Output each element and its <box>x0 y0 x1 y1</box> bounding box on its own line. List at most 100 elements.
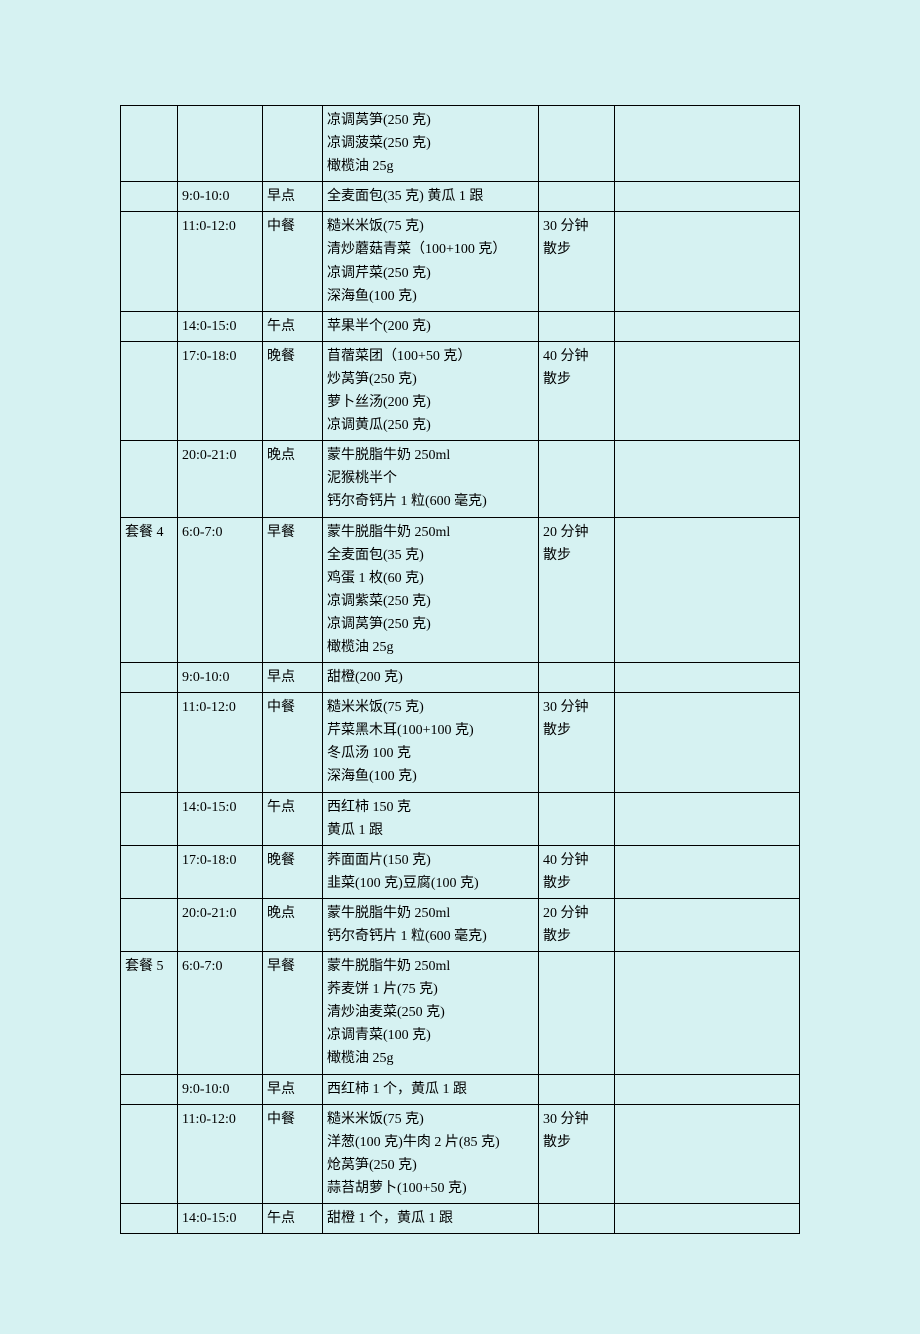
cell-activity <box>539 1074 615 1104</box>
cell-food: 西红柿 1 个，黄瓜 1 跟 <box>323 1074 539 1104</box>
cell-activity: 30 分钟散步 <box>539 693 615 792</box>
table-row: 11:0-12:0中餐糙米米饭(75 克)清炒蘑菇青菜（100+100 克）凉调… <box>121 212 800 311</box>
cell-plan <box>121 845 178 898</box>
cell-meal: 午点 <box>263 792 323 845</box>
cell-note <box>615 898 800 951</box>
table-row: 套餐 56:0-7:0早餐蒙牛脱脂牛奶 250ml荞麦饼 1 片(75 克)清炒… <box>121 952 800 1074</box>
cell-meal: 早点 <box>263 182 323 212</box>
cell-plan: 套餐 5 <box>121 952 178 1074</box>
table-row: 9:0-10:0早点西红柿 1 个，黄瓜 1 跟 <box>121 1074 800 1104</box>
cell-activity: 30 分钟散步 <box>539 212 615 311</box>
table-row: 11:0-12:0中餐糙米米饭(75 克)洋葱(100 克)牛肉 2 片(85 … <box>121 1104 800 1203</box>
cell-food: 苜蓿菜团（100+50 克）炒莴笋(250 克)萝卜丝汤(200 克)凉调黄瓜(… <box>323 341 539 440</box>
table-row: 套餐 46:0-7:0早餐蒙牛脱脂牛奶 250ml全麦面包(35 克)鸡蛋 1 … <box>121 517 800 663</box>
cell-note <box>615 845 800 898</box>
table-row: 20:0-21:0晚点蒙牛脱脂牛奶 250ml泥猴桃半个钙尔奇钙片 1 粒(60… <box>121 441 800 517</box>
table-row: 11:0-12:0中餐糙米米饭(75 克)芹菜黑木耳(100+100 克)冬瓜汤… <box>121 693 800 792</box>
cell-plan <box>121 212 178 311</box>
cell-food: 全麦面包(35 克) 黄瓜 1 跟 <box>323 182 539 212</box>
cell-note <box>615 1104 800 1203</box>
cell-time: 17:0-18:0 <box>178 845 263 898</box>
cell-food: 西红柿 150 克黄瓜 1 跟 <box>323 792 539 845</box>
cell-meal: 中餐 <box>263 693 323 792</box>
cell-activity <box>539 182 615 212</box>
cell-activity: 40 分钟散步 <box>539 845 615 898</box>
cell-note <box>615 212 800 311</box>
cell-plan <box>121 311 178 341</box>
cell-time: 6:0-7:0 <box>178 517 263 663</box>
cell-activity <box>539 792 615 845</box>
cell-food: 荞面面片(150 克)韭菜(100 克)豆腐(100 克) <box>323 845 539 898</box>
cell-meal: 早点 <box>263 1074 323 1104</box>
cell-plan <box>121 1204 178 1234</box>
cell-meal: 午点 <box>263 311 323 341</box>
cell-food: 糙米米饭(75 克)芹菜黑木耳(100+100 克)冬瓜汤 100 克深海鱼(1… <box>323 693 539 792</box>
cell-time: 9:0-10:0 <box>178 1074 263 1104</box>
cell-plan <box>121 341 178 440</box>
cell-food: 甜橙 1 个，黄瓜 1 跟 <box>323 1204 539 1234</box>
cell-food: 蒙牛脱脂牛奶 250ml泥猴桃半个钙尔奇钙片 1 粒(600 毫克) <box>323 441 539 517</box>
cell-plan <box>121 106 178 182</box>
cell-time: 11:0-12:0 <box>178 212 263 311</box>
table-row: 17:0-18:0晚餐苜蓿菜团（100+50 克）炒莴笋(250 克)萝卜丝汤(… <box>121 341 800 440</box>
cell-meal: 晚点 <box>263 898 323 951</box>
cell-plan <box>121 1074 178 1104</box>
cell-food: 甜橙(200 克) <box>323 663 539 693</box>
table-row: 14:0-15:0午点苹果半个(200 克) <box>121 311 800 341</box>
cell-note <box>615 341 800 440</box>
cell-time: 14:0-15:0 <box>178 311 263 341</box>
cell-time: 11:0-12:0 <box>178 1104 263 1203</box>
cell-meal: 早餐 <box>263 517 323 663</box>
meal-plan-table: 凉调莴笋(250 克)凉调菠菜(250 克)橄榄油 25g9:0-10:0早点全… <box>120 105 800 1234</box>
cell-food: 糙米米饭(75 克)清炒蘑菇青菜（100+100 克）凉调芹菜(250 克)深海… <box>323 212 539 311</box>
cell-activity <box>539 952 615 1074</box>
cell-plan <box>121 441 178 517</box>
cell-time: 14:0-15:0 <box>178 1204 263 1234</box>
cell-activity: 20 分钟散步 <box>539 517 615 663</box>
cell-time: 9:0-10:0 <box>178 663 263 693</box>
cell-note <box>615 693 800 792</box>
cell-note <box>615 441 800 517</box>
cell-plan: 套餐 4 <box>121 517 178 663</box>
cell-time: 11:0-12:0 <box>178 693 263 792</box>
cell-time: 17:0-18:0 <box>178 341 263 440</box>
table-row: 9:0-10:0早点全麦面包(35 克) 黄瓜 1 跟 <box>121 182 800 212</box>
cell-time: 20:0-21:0 <box>178 441 263 517</box>
cell-activity <box>539 106 615 182</box>
cell-plan <box>121 693 178 792</box>
cell-activity: 20 分钟散步 <box>539 898 615 951</box>
cell-note <box>615 1074 800 1104</box>
cell-note <box>615 792 800 845</box>
cell-food: 蒙牛脱脂牛奶 250ml全麦面包(35 克)鸡蛋 1 枚(60 克)凉调紫菜(2… <box>323 517 539 663</box>
cell-activity: 40 分钟散步 <box>539 341 615 440</box>
cell-activity <box>539 663 615 693</box>
cell-meal: 早餐 <box>263 952 323 1074</box>
cell-meal: 晚餐 <box>263 341 323 440</box>
document-page: 凉调莴笋(250 克)凉调菠菜(250 克)橄榄油 25g9:0-10:0早点全… <box>0 0 920 1334</box>
cell-meal: 中餐 <box>263 1104 323 1203</box>
cell-food: 凉调莴笋(250 克)凉调菠菜(250 克)橄榄油 25g <box>323 106 539 182</box>
table-row: 14:0-15:0午点甜橙 1 个，黄瓜 1 跟 <box>121 1204 800 1234</box>
cell-plan <box>121 663 178 693</box>
cell-meal: 午点 <box>263 1204 323 1234</box>
table-row: 9:0-10:0早点甜橙(200 克) <box>121 663 800 693</box>
cell-note <box>615 517 800 663</box>
cell-food: 苹果半个(200 克) <box>323 311 539 341</box>
cell-note <box>615 106 800 182</box>
cell-activity <box>539 441 615 517</box>
table-row: 20:0-21:0晚点蒙牛脱脂牛奶 250ml钙尔奇钙片 1 粒(600 毫克)… <box>121 898 800 951</box>
cell-time: 20:0-21:0 <box>178 898 263 951</box>
cell-activity: 30 分钟散步 <box>539 1104 615 1203</box>
cell-meal <box>263 106 323 182</box>
cell-meal: 晚餐 <box>263 845 323 898</box>
cell-note <box>615 952 800 1074</box>
cell-activity <box>539 311 615 341</box>
cell-time: 14:0-15:0 <box>178 792 263 845</box>
cell-food: 蒙牛脱脂牛奶 250ml钙尔奇钙片 1 粒(600 毫克) <box>323 898 539 951</box>
cell-activity <box>539 1204 615 1234</box>
table-row: 17:0-18:0晚餐荞面面片(150 克)韭菜(100 克)豆腐(100 克)… <box>121 845 800 898</box>
cell-meal: 中餐 <box>263 212 323 311</box>
cell-plan <box>121 898 178 951</box>
cell-note <box>615 182 800 212</box>
cell-time: 6:0-7:0 <box>178 952 263 1074</box>
